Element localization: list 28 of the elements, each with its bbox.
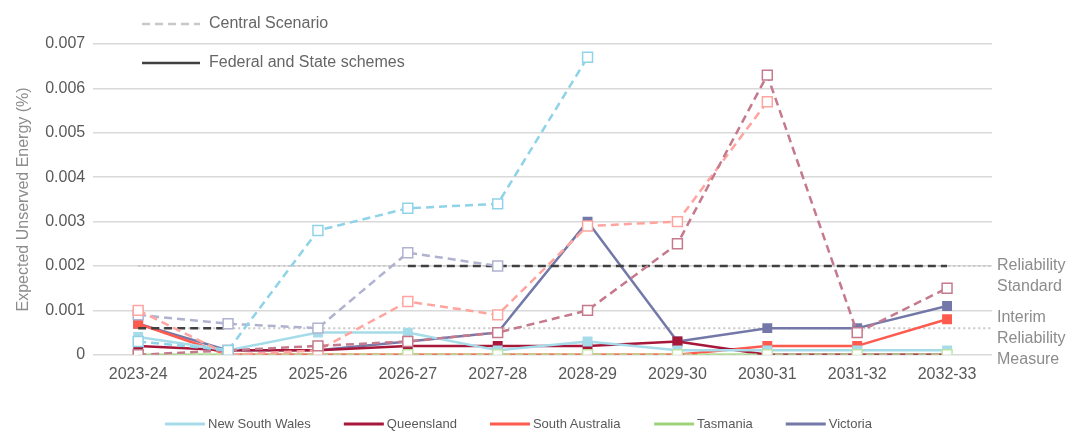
ref-line-label: Interim Reliability Measure [997, 307, 1066, 367]
y-tick-label: 0.002 [45, 256, 86, 274]
x-tick-label: 2028-29 [558, 364, 618, 382]
x-tick-label: 2030-31 [737, 364, 797, 382]
y-tick-label: 0 [76, 345, 86, 363]
x-tick-label: 2024-25 [198, 364, 258, 382]
y-axis-title: Expected Unserved Energy (%) [14, 87, 32, 312]
x-tick-label: 2031-32 [827, 364, 887, 382]
x-tick-label: 2026-27 [378, 364, 438, 382]
legend-label: Victoria [828, 415, 873, 431]
x-tick-label: 2025-26 [288, 364, 348, 382]
y-tick-label: 0.003 [45, 212, 86, 230]
legend-label: Federal and State schemes [209, 53, 405, 71]
x-tick-label: 2027-28 [468, 364, 528, 382]
x-tick-label: 2023-24 [108, 364, 168, 382]
legend-label: Tasmania [697, 415, 754, 431]
y-tick-label: 0.005 [45, 123, 86, 141]
y-tick-label: 0.004 [45, 167, 86, 185]
y-tick-label: 0.001 [45, 300, 86, 318]
legend-label: Central Scenario [209, 14, 329, 32]
ref-line-label: Reliability Standard [997, 255, 1066, 294]
legend-label: New South Wales [208, 415, 312, 431]
legend-label: South Australia [532, 415, 622, 431]
legend-label: Queensland [386, 415, 457, 431]
y-tick-label: 0.007 [45, 34, 86, 52]
y-tick-label: 0.006 [45, 78, 86, 96]
x-tick-label: 2032-33 [917, 364, 977, 382]
x-tick-label: 2029-30 [648, 364, 707, 382]
